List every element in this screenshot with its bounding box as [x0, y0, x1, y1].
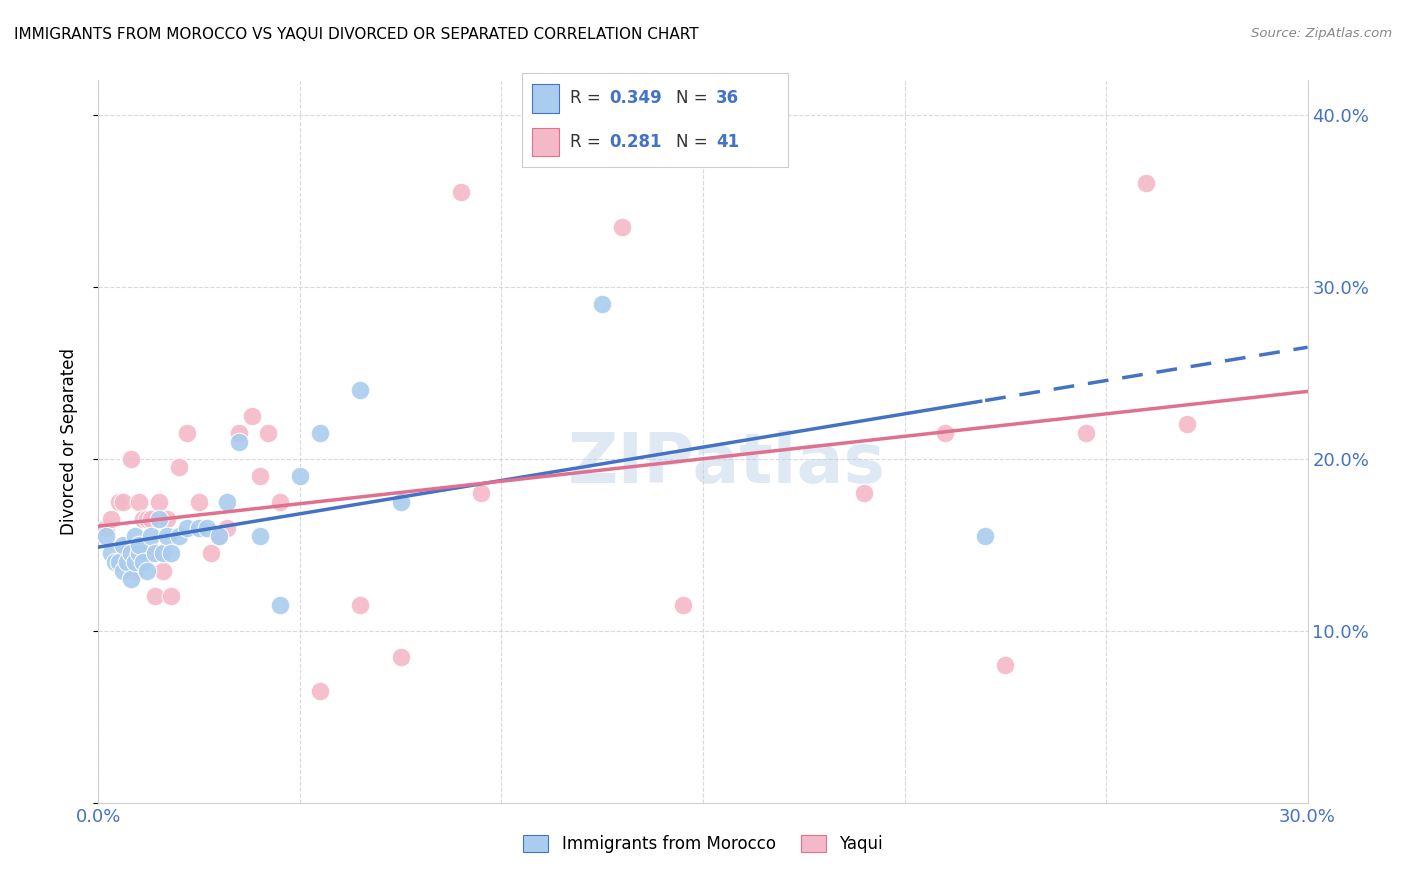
Point [853, 486, 876, 500]
Point [612, 219, 634, 234]
Point [188, 494, 211, 508]
Point [143, 546, 166, 560]
Text: Source: ZipAtlas.com: Source: ZipAtlas.com [1251, 27, 1392, 40]
Y-axis label: Divorced or Separated: Divorced or Separated [59, 348, 77, 535]
Point [152, 564, 174, 578]
Point [103, 555, 125, 569]
Point [96, 520, 118, 534]
Point [132, 512, 155, 526]
Point [188, 520, 211, 534]
Point [139, 512, 162, 526]
Point [208, 529, 231, 543]
Point [139, 529, 162, 543]
Point [240, 409, 263, 423]
Point [124, 555, 146, 569]
Point [128, 538, 150, 552]
Point [167, 529, 190, 543]
Point [176, 520, 198, 534]
Point [200, 546, 222, 560]
Point [349, 598, 371, 612]
Point [132, 555, 155, 569]
Point [148, 512, 170, 526]
Point [115, 546, 138, 560]
Point [974, 529, 997, 543]
Point [1175, 417, 1198, 432]
Point [120, 451, 142, 466]
Point [120, 546, 142, 560]
Point [152, 546, 174, 560]
Point [450, 185, 472, 199]
Point [934, 425, 956, 440]
Point [591, 297, 613, 311]
Point [135, 564, 157, 578]
Text: IMMIGRANTS FROM MOROCCO VS YAQUI DIVORCED OR SEPARATED CORRELATION CHART: IMMIGRANTS FROM MOROCCO VS YAQUI DIVORCE… [14, 27, 699, 42]
Point [128, 546, 150, 560]
Point [217, 494, 239, 508]
Point [167, 460, 190, 475]
Point [228, 425, 250, 440]
Point [128, 494, 150, 508]
Point [349, 383, 371, 397]
Point [309, 425, 332, 440]
Point [1074, 425, 1097, 440]
Point [288, 469, 311, 483]
Point [309, 684, 332, 698]
Point [156, 529, 179, 543]
Point [217, 520, 239, 534]
Point [994, 658, 1017, 673]
Point [124, 529, 146, 543]
Point [100, 546, 122, 560]
Point [143, 590, 166, 604]
Point [124, 564, 146, 578]
Point [160, 546, 183, 560]
Point [195, 520, 218, 534]
Point [249, 469, 271, 483]
Point [160, 590, 183, 604]
Point [389, 649, 412, 664]
Point [269, 494, 291, 508]
Point [139, 546, 162, 560]
Point [228, 434, 250, 449]
Point [111, 564, 134, 578]
Point [156, 512, 179, 526]
Point [100, 512, 122, 526]
Point [96, 529, 118, 543]
Point [135, 512, 157, 526]
Text: ZIPatlas: ZIPatlas [568, 430, 886, 497]
Point [672, 598, 695, 612]
Point [1135, 177, 1157, 191]
Point [107, 494, 129, 508]
Point [269, 598, 291, 612]
Point [148, 494, 170, 508]
Point [249, 529, 271, 543]
Point [256, 425, 278, 440]
Legend: Immigrants from Morocco, Yaqui: Immigrants from Morocco, Yaqui [516, 828, 890, 860]
Point [208, 529, 231, 543]
Point [107, 555, 129, 569]
Point [111, 538, 134, 552]
Point [470, 486, 492, 500]
Point [111, 494, 134, 508]
Point [389, 494, 412, 508]
Point [120, 572, 142, 586]
Point [176, 425, 198, 440]
Point [115, 555, 138, 569]
